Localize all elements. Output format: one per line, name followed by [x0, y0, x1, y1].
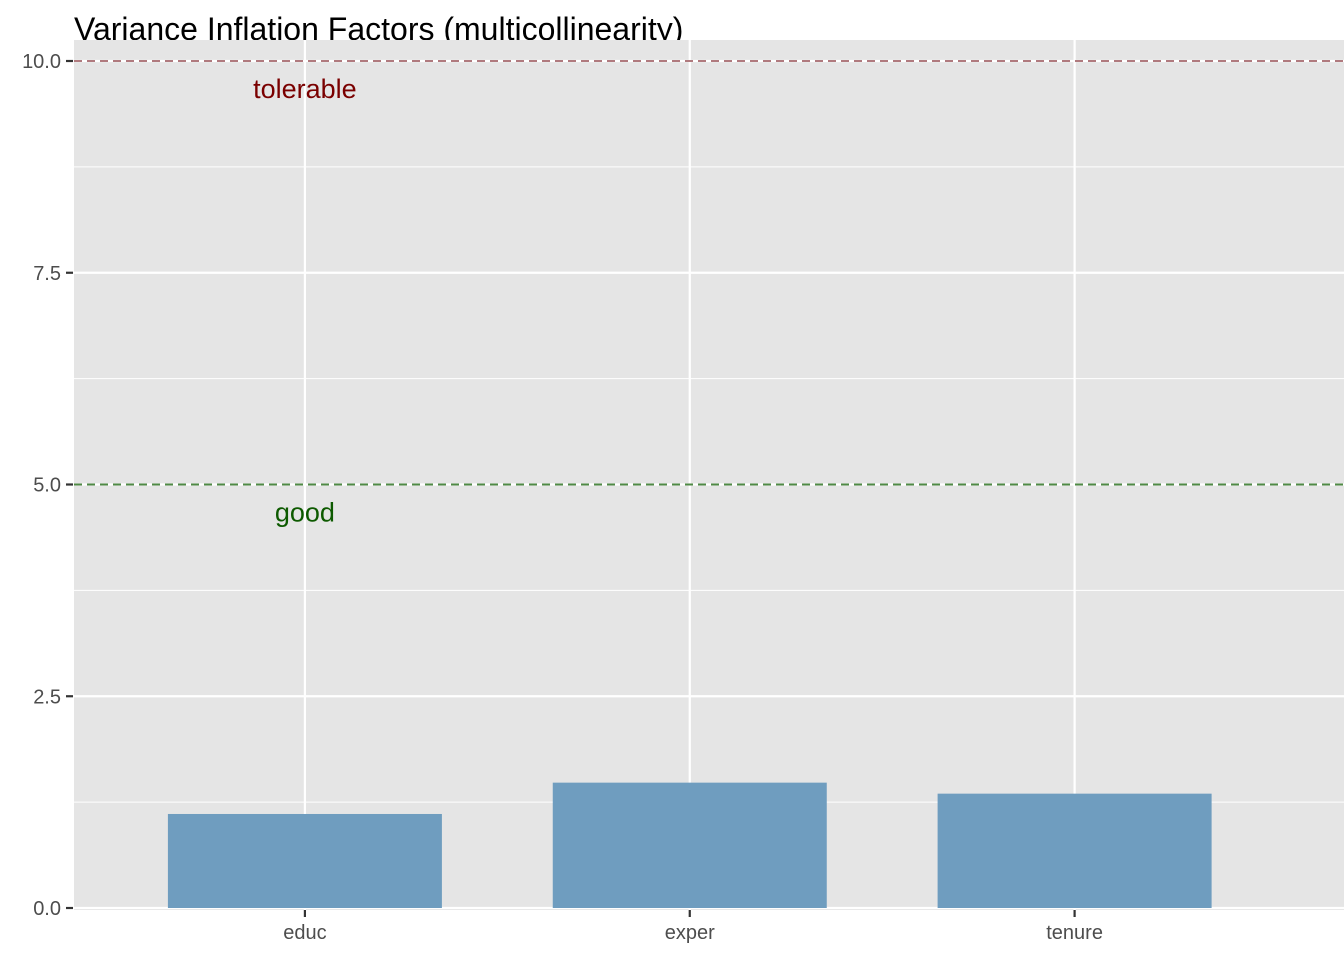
y-tick-label: 0.0: [33, 898, 61, 920]
x-tick-label-educ: educ: [283, 922, 326, 944]
y-tick-label: 5.0: [33, 475, 61, 497]
x-axis: educ exper tenure: [283, 910, 1103, 944]
bar-educ: [167, 813, 442, 908]
bar-series: [167, 782, 1212, 908]
reference-label-good: good: [275, 498, 335, 528]
reference-label-tolerable: tolerable: [253, 74, 357, 104]
x-tick-label-tenure: tenure: [1046, 922, 1103, 944]
bar-tenure: [937, 793, 1212, 908]
y-tick-label: 2.5: [33, 686, 61, 708]
x-tick-label-exper: exper: [665, 922, 715, 944]
y-axis: 0.0 2.5 5.0 7.5 10.0: [22, 51, 73, 920]
reference-lines: tolerable good: [74, 60, 1344, 528]
bar-exper: [552, 782, 827, 908]
y-tick-label: 10.0: [22, 51, 61, 73]
plot-panel: [74, 40, 1344, 910]
y-tick-label: 7.5: [33, 263, 61, 285]
